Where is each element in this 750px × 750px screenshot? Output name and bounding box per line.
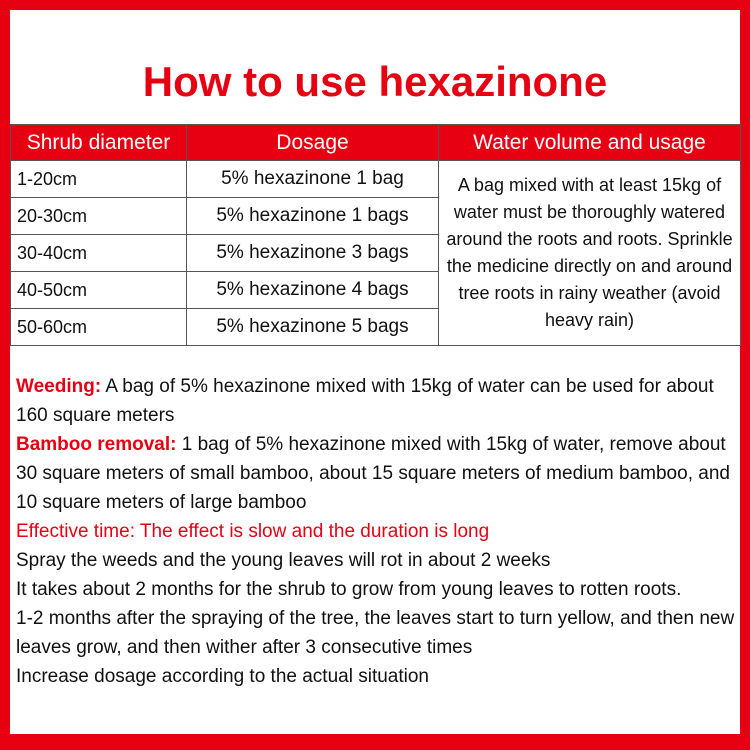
effective-time: Effective time: The effect is slow and t… bbox=[16, 521, 490, 542]
weeding-note: Weeding: A bag of 5% hexazinone mixed wi… bbox=[16, 372, 741, 430]
dosage-cell: 5% hexazinone 3 bags bbox=[186, 234, 439, 272]
bamboo-label: Bamboo removal: bbox=[16, 434, 177, 455]
table-row: 20-30cm 5% hexazinone 1 bags bbox=[10, 197, 741, 235]
note-line: 1-2 months after the spraying of the tre… bbox=[16, 608, 735, 658]
usage-cell: A bag mixed with at least 15kg of water … bbox=[438, 160, 741, 346]
dosage-table: Shrub diameter Dosage Water volume and u… bbox=[10, 124, 741, 346]
table-row: 1-20cm 5% hexazinone 1 bag A bag mixed w… bbox=[10, 160, 741, 346]
bamboo-text: 1 bag of 5% hexazinone mixed with 15kg o… bbox=[16, 434, 730, 513]
dosage-cell: 5% hexazinone 1 bags bbox=[186, 197, 439, 235]
header-dosage: Dosage bbox=[186, 124, 439, 161]
diameter-cell: 30-40cm bbox=[10, 234, 187, 272]
note-line: Increase dosage according to the actual … bbox=[16, 666, 429, 687]
note-line: Spray the weeds and the young leaves wil… bbox=[16, 550, 551, 571]
diameter-cell: 40-50cm bbox=[10, 271, 187, 309]
note-line: It takes about 2 months for the shrub to… bbox=[16, 579, 682, 600]
table-row: 30-40cm 5% hexazinone 3 bags bbox=[10, 234, 741, 272]
table-row: 50-60cm 5% hexazinone 5 bags bbox=[10, 308, 741, 346]
table-header: Shrub diameter Dosage Water volume and u… bbox=[10, 124, 741, 161]
page-title: How to use hexazinone bbox=[142, 58, 608, 105]
usage-notes: Weeding: A bag of 5% hexazinone mixed wi… bbox=[16, 372, 741, 691]
weeding-label: Weeding: bbox=[16, 376, 102, 397]
dosage-cell: 5% hexazinone 1 bag bbox=[186, 160, 439, 198]
header-usage: Water volume and usage bbox=[438, 124, 741, 161]
diameter-cell: 20-30cm bbox=[10, 197, 187, 235]
table-row: 40-50cm 5% hexazinone 4 bags bbox=[10, 271, 741, 309]
dosage-cell: 5% hexazinone 5 bags bbox=[186, 308, 439, 346]
bamboo-note: Bamboo removal: 1 bag of 5% hexazinone m… bbox=[16, 430, 741, 517]
diameter-cell: 1-20cm bbox=[10, 160, 187, 198]
dosage-cell: 5% hexazinone 4 bags bbox=[186, 271, 439, 309]
header-diameter: Shrub diameter bbox=[10, 124, 187, 161]
weeding-text: A bag of 5% hexazinone mixed with 15kg o… bbox=[16, 376, 714, 426]
diameter-cell: 50-60cm bbox=[10, 308, 187, 346]
